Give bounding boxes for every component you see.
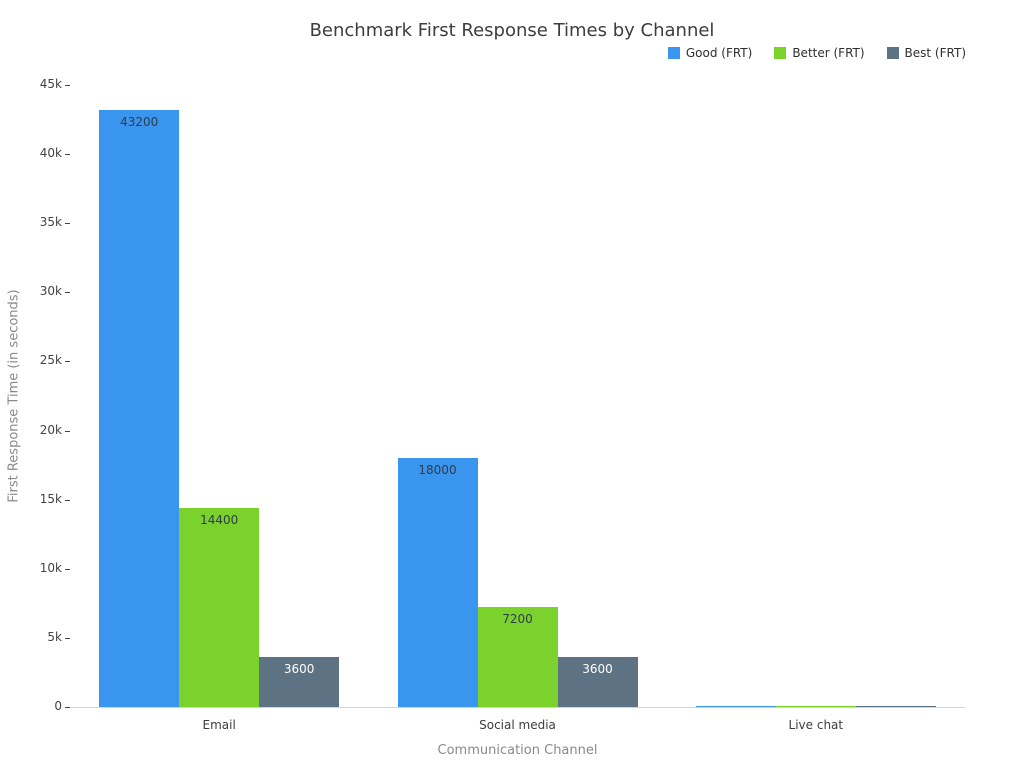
- legend-item-better[interactable]: Better (FRT): [774, 46, 865, 60]
- y-tick-mark: [65, 361, 70, 363]
- bar-value-label: 43200: [120, 114, 159, 129]
- y-tick-mark: [65, 223, 70, 225]
- bar-value-label: 3600: [582, 662, 613, 677]
- y-tick-mark: [65, 430, 70, 432]
- y-tick-label: 15k: [39, 491, 62, 506]
- y-tick-label: 5k: [47, 629, 62, 644]
- y-tick-mark: [65, 292, 70, 294]
- bar-email-series-0: 43200: [99, 109, 180, 707]
- bar-value-label: 18000: [418, 463, 457, 478]
- y-tick-label: 30k: [39, 284, 62, 299]
- legend-label: Good (FRT): [685, 46, 753, 60]
- bar-email-series-2: 3600: [259, 657, 340, 707]
- bar-live-chat-series-0: [695, 706, 776, 707]
- y-tick-mark: [65, 85, 70, 86]
- y-tick-label: 40k: [39, 146, 62, 161]
- x-tick-label: Live chat: [788, 718, 844, 732]
- legend-item-best[interactable]: Best (FRT): [886, 46, 966, 60]
- y-tick-label: 45k: [39, 77, 62, 91]
- bar-value-label: 3600: [283, 662, 315, 677]
- legend-label: Best (FRT): [904, 46, 966, 60]
- y-axis-title: First Response Time (in seconds): [6, 289, 22, 503]
- x-tick-label: Email: [202, 718, 236, 732]
- y-tick-mark: [65, 154, 70, 156]
- legend-label: Better (FRT): [792, 46, 865, 60]
- legend-item-good[interactable]: Good (FRT): [667, 46, 753, 60]
- bar-social-media-series-0: 18000: [397, 458, 478, 707]
- y-tick-label: 20k: [39, 422, 62, 437]
- y-tick-mark: [65, 568, 70, 570]
- legend-swatch-icon: [774, 47, 787, 59]
- bar-live-chat-series-2: [855, 706, 936, 707]
- bar-email-series-1: 14400: [179, 507, 260, 707]
- legend-swatch-icon: [886, 47, 899, 59]
- x-axis-title: Communication Channel: [437, 743, 598, 758]
- bar-social-media-series-1: 7200: [477, 607, 558, 707]
- chart-title: Benchmark First Response Times by Channe…: [309, 20, 715, 41]
- y-tick-mark: [65, 499, 70, 501]
- x-tick-label: Social media: [479, 718, 556, 732]
- y-tick-label: 10k: [39, 560, 62, 575]
- x-axis-line: [70, 707, 965, 708]
- y-tick-label: 25k: [39, 353, 62, 368]
- bar-value-label: 7200: [502, 612, 533, 627]
- y-tick-mark: [65, 707, 70, 708]
- bar-value-label: 14400: [200, 512, 239, 527]
- y-tick-mark: [65, 637, 70, 639]
- y-tick-label: 35k: [39, 215, 62, 230]
- bar-live-chat-series-1: [775, 706, 856, 707]
- y-tick-label: 0: [54, 699, 62, 713]
- legend-swatch-icon: [667, 47, 680, 59]
- bar-social-media-series-2: 3600: [557, 657, 638, 707]
- legend: Good (FRT) Better (FRT) Best (FRT): [667, 46, 966, 60]
